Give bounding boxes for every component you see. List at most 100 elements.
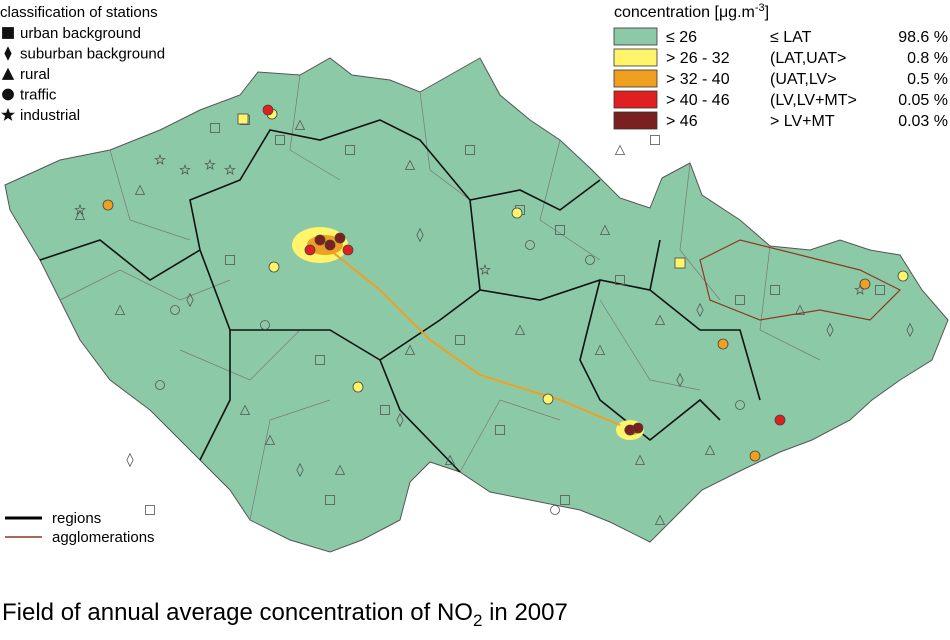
circle-symbol xyxy=(170,305,180,315)
range-label: > 40 - 46 xyxy=(666,92,730,109)
circle-symbol xyxy=(314,234,326,246)
triangle-symbol xyxy=(404,159,416,170)
triangle-symbol xyxy=(114,304,126,315)
square-symbol xyxy=(615,275,625,285)
station-type-label: industrial xyxy=(20,107,80,124)
star-symbol xyxy=(74,203,86,215)
circle-symbol xyxy=(749,450,761,462)
diamond-symbol xyxy=(906,322,914,338)
title-end: in 2007 xyxy=(482,599,567,626)
title-sub: 2 xyxy=(473,611,482,630)
class-label: > LV+MT xyxy=(770,113,835,130)
diamond-symbol xyxy=(186,292,194,308)
triangle-symbol xyxy=(294,119,306,130)
station-type-label: suburban background xyxy=(20,46,165,63)
square-symbol xyxy=(560,495,570,505)
circle-symbol xyxy=(585,255,595,265)
diamond-symbol xyxy=(676,372,684,388)
triangle-symbol xyxy=(1,67,15,80)
range-label: ≤ 26 xyxy=(666,29,697,46)
star-symbol xyxy=(479,263,491,275)
square-symbol xyxy=(325,495,335,505)
square-symbol xyxy=(875,285,885,295)
station-type-label: rural xyxy=(20,66,50,83)
circle-symbol xyxy=(542,393,554,405)
diamond-symbol xyxy=(696,302,704,318)
triangle-symbol xyxy=(614,144,626,155)
triangle-symbol xyxy=(594,344,606,355)
stations-legend-title: classification of stations xyxy=(0,4,158,21)
square-symbol xyxy=(380,405,390,415)
star-symbol xyxy=(224,163,236,175)
station-type-label: traffic xyxy=(20,87,57,104)
square-symbol xyxy=(2,27,14,39)
star-symbol xyxy=(204,158,216,170)
unit-end: ] xyxy=(765,4,769,21)
circle-symbol xyxy=(324,239,336,251)
circle-symbol xyxy=(2,88,14,101)
color-swatch xyxy=(613,27,658,46)
circle-symbol xyxy=(334,232,346,244)
share-label: 0.05 % xyxy=(898,92,948,109)
square-symbol xyxy=(455,335,465,345)
country xyxy=(4,57,949,553)
title-text: Field of annual average concentration of… xyxy=(2,599,473,626)
circle-symbol xyxy=(897,270,909,282)
concentration-legend: ≤ 26 ≤ LAT 98.6 % > 26 - 32 (LAT,UAT> 0.8 % > … xyxy=(613,27,948,130)
diamond-symbol xyxy=(416,227,424,243)
color-swatch xyxy=(613,111,658,130)
square-symbol xyxy=(210,123,220,133)
circle-symbol xyxy=(304,244,316,256)
circle-symbol xyxy=(774,414,786,426)
triangle-symbol xyxy=(654,314,666,325)
circle-symbol xyxy=(550,505,560,515)
triangle-symbol xyxy=(794,304,806,315)
circle-symbol xyxy=(268,261,280,273)
star-symbol xyxy=(1,107,15,121)
circle-symbol xyxy=(525,240,535,250)
range-label: > 32 - 40 xyxy=(666,71,730,88)
circle-symbol xyxy=(632,422,644,434)
region-borders xyxy=(39,119,761,473)
circle-symbol xyxy=(352,381,364,393)
agglomeration xyxy=(699,239,902,321)
square-symbol xyxy=(225,255,235,265)
share-label: 98.6 % xyxy=(898,29,948,46)
share-label: 0.5 % xyxy=(907,71,948,88)
class-label: (UAT,LV> xyxy=(770,71,837,88)
diamond-symbol xyxy=(826,322,834,338)
station-type-label: urban background xyxy=(20,25,141,42)
triangle-symbol xyxy=(334,464,346,475)
range-label: > 26 - 32 xyxy=(666,50,730,67)
circle-symbol xyxy=(102,199,114,211)
range-label: > 46 xyxy=(666,113,698,130)
circle-symbol xyxy=(859,278,871,290)
triangle-symbol xyxy=(654,514,666,525)
triangle-symbol xyxy=(404,344,416,355)
color-swatch xyxy=(613,90,658,109)
square-symbol xyxy=(555,225,565,235)
diamond-symbol xyxy=(126,452,134,468)
triangle-symbol xyxy=(74,209,86,220)
agglomerations-label: agglomerations xyxy=(52,529,155,546)
triangle-symbol xyxy=(514,324,526,335)
square-symbol xyxy=(674,257,686,269)
circle-symbol xyxy=(342,244,354,256)
square-symbol xyxy=(237,113,249,125)
square-symbol xyxy=(315,355,325,365)
triangle-symbol xyxy=(444,454,456,465)
class-label: ≤ LAT xyxy=(770,29,812,46)
circle-symbol xyxy=(262,104,274,116)
star-symbol xyxy=(179,163,191,175)
triangle-symbol xyxy=(704,444,716,455)
circle-symbol xyxy=(735,400,745,410)
square-symbol xyxy=(275,135,285,145)
triangle-symbol xyxy=(599,224,611,235)
map-title: Field of annual average concentration of… xyxy=(2,599,568,630)
circle-symbol xyxy=(717,338,729,350)
district-borders xyxy=(59,74,821,521)
triangle-symbol xyxy=(264,434,276,445)
square-symbol xyxy=(465,145,475,155)
stations-legend: urban background suburban background rural… xyxy=(1,25,165,124)
color-swatch xyxy=(613,48,658,67)
